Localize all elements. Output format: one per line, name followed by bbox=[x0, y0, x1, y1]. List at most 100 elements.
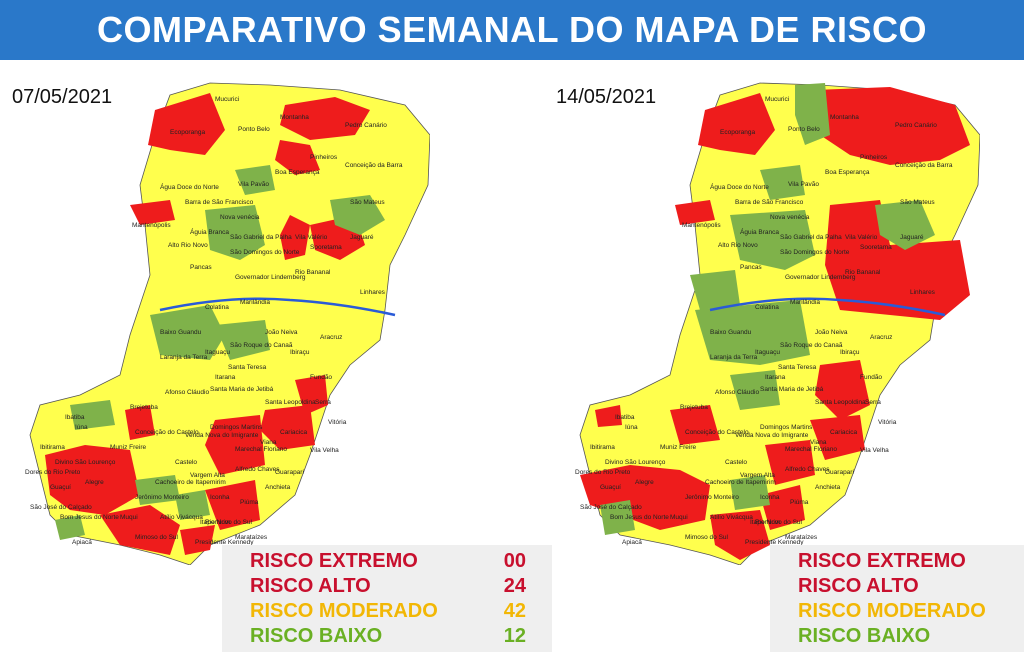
municipality-label: Rio Bananal bbox=[295, 269, 331, 276]
municipality-label: Jerônimo Monteiro bbox=[685, 494, 739, 501]
region-green bbox=[205, 205, 265, 260]
region-red bbox=[275, 140, 320, 175]
municipality-label: Bom Jesus do Norte bbox=[610, 514, 669, 521]
municipality-label: Iúna bbox=[625, 424, 638, 431]
municipality-label: Vila Valério bbox=[295, 234, 328, 241]
municipality-label: Ibatiba bbox=[615, 414, 635, 421]
municipality-label: Viana bbox=[260, 439, 277, 446]
municipality-label: São José do Calçado bbox=[580, 504, 642, 511]
municipality-label: Boa Esperança bbox=[825, 169, 870, 176]
region-green bbox=[55, 515, 85, 540]
municipality-label: Guarapari bbox=[825, 469, 854, 476]
municipality-label: Piúma bbox=[790, 499, 809, 506]
municipality-label: Jaguaré bbox=[900, 234, 924, 241]
municipality-label: Cachoeiro de Itapemirim bbox=[155, 479, 226, 486]
region-green bbox=[150, 305, 225, 360]
municipality-label: Nova venécia bbox=[770, 214, 810, 221]
municipality-label: Barra de São Francisco bbox=[735, 199, 804, 206]
municipality-label: Sooretama bbox=[860, 244, 892, 251]
municipality-label: Mimoso do Sul bbox=[135, 534, 178, 541]
municipality-label: Santa Leopoldina bbox=[815, 399, 866, 406]
municipality-label: Boa Esperança bbox=[275, 169, 320, 176]
municipality-label: Conceição da Barra bbox=[895, 162, 953, 169]
municipality-label: Rio Bananal bbox=[845, 269, 881, 276]
region-red bbox=[295, 375, 328, 415]
legend-label-extremo: RISCO EXTREMO bbox=[798, 550, 966, 572]
date-left: 07/05/2021 bbox=[12, 86, 113, 108]
region-red bbox=[595, 405, 622, 427]
region-red bbox=[698, 93, 775, 155]
municipality-label: Itarana bbox=[765, 374, 786, 381]
municipality-label: Linhares bbox=[360, 289, 385, 296]
municipality-label: Ibiraçu bbox=[290, 349, 310, 356]
municipality-label: Marataízes bbox=[785, 534, 818, 541]
municipality-label: Marilândia bbox=[790, 299, 820, 306]
municipality-label: Presidente Kennedy bbox=[195, 539, 254, 546]
region-green bbox=[730, 475, 770, 510]
municipality-label: Vargem Alta bbox=[190, 472, 225, 479]
municipality-label: Aracruz bbox=[320, 334, 343, 341]
legend-label-baixo: RISCO BAIXO bbox=[798, 625, 931, 647]
municipality-label: Muniz Freire bbox=[110, 444, 147, 451]
municipality-label: São Gabriel da Palha bbox=[230, 234, 292, 241]
municipality-label: Mantenópolis bbox=[132, 222, 171, 229]
municipality-label: Governador Lindemberg bbox=[785, 274, 856, 281]
river bbox=[159, 297, 396, 317]
municipality-label: Colatina bbox=[755, 304, 779, 311]
region-red bbox=[280, 215, 310, 260]
municipality-label: Venda Nova do Imigrante bbox=[735, 432, 809, 439]
municipality-label: Vila Valério bbox=[845, 234, 878, 241]
municipality-label: Vila Velha bbox=[860, 447, 889, 454]
municipality-label: Guaçuí bbox=[50, 484, 71, 491]
region-green bbox=[875, 200, 935, 250]
municipality-label: Divino São Lourenço bbox=[55, 459, 116, 466]
legend-label-extremo: RISCO EXTREMO bbox=[250, 550, 418, 572]
region-red bbox=[815, 360, 870, 420]
municipality-label: Mantenópolis bbox=[682, 222, 721, 229]
municipality-label: Anchieta bbox=[265, 484, 291, 491]
municipality-label: Atílio Vivácqua bbox=[710, 514, 753, 521]
legend-label-moderado: RISCO MODERADO bbox=[250, 600, 438, 622]
municipality-label: Iúna bbox=[75, 424, 88, 431]
legend-value-extremo: 00 bbox=[503, 550, 526, 572]
region-green bbox=[690, 270, 740, 310]
municipality-label: Pancas bbox=[740, 264, 762, 271]
municipality-label: Baixo Guandu bbox=[710, 329, 752, 336]
municipality-label: Ibatiba bbox=[65, 414, 85, 421]
region-green bbox=[795, 83, 830, 145]
municipality-label: Alto Rio Novo bbox=[718, 242, 758, 249]
municipality-label: Presidente Kennedy bbox=[745, 539, 804, 546]
municipality-label: Dores do Rio Preto bbox=[25, 469, 81, 476]
municipality-label: Santa Teresa bbox=[778, 364, 817, 371]
region-green bbox=[760, 165, 805, 200]
region-red bbox=[260, 405, 315, 450]
municipality-label: São Domingos do Norte bbox=[230, 249, 300, 256]
municipality-label: Rio Novo do Sul bbox=[205, 519, 252, 526]
municipality-label: Rio Novo do Sul bbox=[755, 519, 802, 526]
municipality-label: Jaguaré bbox=[350, 234, 374, 241]
municipality-label: Vila Pavão bbox=[238, 181, 269, 188]
region-red bbox=[280, 97, 370, 140]
municipality-label: Santa Maria de Jetibá bbox=[760, 386, 824, 393]
region-green bbox=[215, 320, 270, 360]
municipality-label: São Roque do Canaã bbox=[230, 342, 293, 349]
municipality-label: Ecoporanga bbox=[170, 129, 206, 136]
municipality-label: Afonso Cláudio bbox=[165, 389, 210, 396]
municipality-label: Bom Jesus do Norte bbox=[60, 514, 119, 521]
municipality-label: Águia Branca bbox=[190, 229, 230, 236]
municipality-label: Vila Pavão bbox=[788, 181, 819, 188]
municipality-label: Água Doce do Norte bbox=[160, 184, 219, 191]
municipality-label: Itarana bbox=[215, 374, 236, 381]
municipality-label: Montanha bbox=[280, 114, 309, 121]
region-green bbox=[600, 500, 635, 535]
municipality-label: Muniz Freire bbox=[660, 444, 697, 451]
river bbox=[709, 297, 946, 317]
municipality-label: Divino São Lourenço bbox=[605, 459, 666, 466]
municipality-label: Cariacica bbox=[280, 429, 308, 436]
region-green bbox=[235, 165, 275, 195]
municipality-label: Pedro Canário bbox=[895, 122, 937, 129]
municipality-label: São Mateus bbox=[900, 199, 935, 206]
municipality-label: Domingos Martins bbox=[760, 424, 813, 431]
region-green bbox=[175, 490, 210, 520]
municipality-label: Alfredo Chaves bbox=[785, 466, 830, 473]
